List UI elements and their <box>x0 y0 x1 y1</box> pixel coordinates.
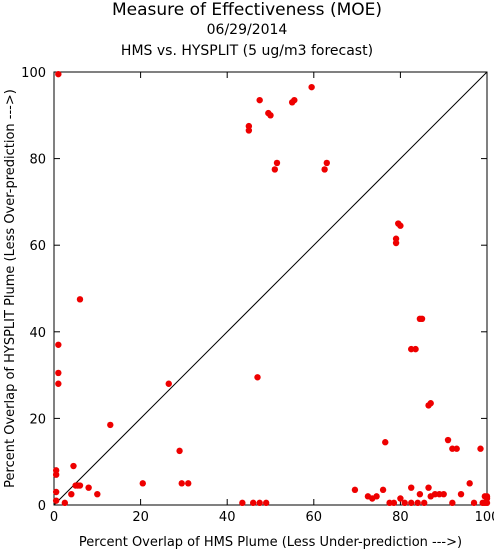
y-tick-label: 100 <box>21 66 46 81</box>
data-point <box>397 222 404 229</box>
data-point <box>178 480 185 487</box>
chart-date: 06/29/2014 <box>206 22 288 38</box>
data-point <box>373 493 380 500</box>
data-point <box>245 127 253 134</box>
data-point <box>52 471 60 478</box>
data-point <box>273 159 281 167</box>
data-point <box>61 499 69 507</box>
data-point <box>55 369 62 377</box>
data-point <box>392 235 400 242</box>
data-point <box>254 374 261 381</box>
data-point <box>55 341 62 348</box>
y-tick-label: 20 <box>29 412 46 427</box>
data-point <box>457 490 465 498</box>
x-tick-label: 100 <box>475 510 494 525</box>
plot-frame <box>53 71 488 506</box>
data-point <box>185 480 192 487</box>
data-point <box>412 345 419 353</box>
data-point <box>94 490 101 498</box>
data-point <box>176 447 183 455</box>
data-point <box>256 499 263 507</box>
plot-border <box>53 71 488 506</box>
data-point <box>139 480 146 487</box>
data-point <box>55 380 62 387</box>
data-point <box>408 499 415 507</box>
data-point <box>52 488 60 496</box>
y-tick-label: 80 <box>29 153 46 168</box>
data-point <box>308 83 315 91</box>
data-point <box>249 499 257 507</box>
y-axis-label: Percent Overlap of HYSPLIT Plume (Less O… <box>3 89 18 488</box>
data-point <box>321 166 328 173</box>
data-point <box>76 482 84 489</box>
data-point <box>323 159 330 167</box>
data-point <box>397 495 404 502</box>
x-tick-label: 80 <box>392 510 409 525</box>
y-tick-label: 60 <box>29 239 46 254</box>
data-point <box>440 490 447 498</box>
data-point <box>267 112 274 119</box>
data-point <box>466 480 473 487</box>
data-point <box>52 497 60 504</box>
data-point <box>291 96 298 104</box>
data-point <box>76 296 84 303</box>
data-point <box>449 499 456 507</box>
data-point <box>165 380 172 387</box>
data-point <box>379 486 387 494</box>
x-tick-label: 0 <box>50 510 58 525</box>
y-tick-label: 40 <box>29 326 46 341</box>
data-point <box>453 445 460 452</box>
data-point <box>382 439 389 446</box>
data-point <box>107 421 114 429</box>
chart-title: Measure of Effectiveness (MOE) <box>111 0 383 20</box>
chart-subtitle: HMS vs. HYSPLIT (5 ug/m3 forecast) <box>120 43 374 59</box>
data-point <box>408 484 415 491</box>
data-point <box>477 445 484 452</box>
data-point <box>68 490 75 498</box>
data-point <box>351 486 359 494</box>
y-tick-label: 0 <box>38 499 46 514</box>
data-point <box>239 499 246 507</box>
x-tick-label: 20 <box>132 510 149 525</box>
data-point <box>425 484 432 491</box>
data-point <box>444 436 452 444</box>
data-point <box>416 490 424 498</box>
diagonal-reference-line <box>53 71 488 506</box>
axis-ticks: 0 20 40 60 80 100 0 20 40 60 80 100 <box>21 66 494 525</box>
x-axis-label: Percent Overlap of HMS Plume (Less Under… <box>79 535 462 550</box>
data-point <box>271 166 279 173</box>
data-point <box>262 499 270 507</box>
data-point <box>85 484 92 491</box>
x-tick-label: 40 <box>219 510 236 525</box>
data-point <box>401 499 408 507</box>
data-point <box>427 400 434 407</box>
data-point <box>414 499 421 507</box>
data-point <box>470 499 478 507</box>
data-point <box>418 315 426 323</box>
data-point <box>70 462 77 470</box>
data-point <box>256 96 263 104</box>
x-tick-label: 60 <box>306 510 323 525</box>
data-point <box>390 499 398 507</box>
data-points <box>52 70 491 507</box>
data-point <box>421 499 428 507</box>
data-point <box>55 70 62 78</box>
data-point <box>483 495 491 502</box>
